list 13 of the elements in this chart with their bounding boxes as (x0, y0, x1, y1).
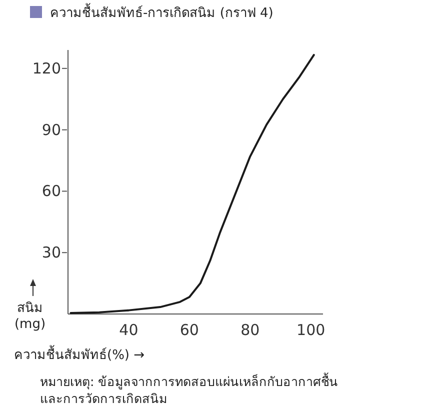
x-tick-label: 60 (180, 321, 199, 339)
y-axis-title: สนิม (mg) (14, 301, 46, 332)
line-series (70, 54, 315, 314)
y-tick-label: 90 (42, 120, 61, 139)
y-tick-label: 120 (32, 59, 61, 78)
x-tick-label: 100 (296, 321, 326, 339)
chart-title: ความชื้นสัมพัทธ์-การเกิดสนิม (กราฟ 4) (50, 3, 274, 21)
x-tick-label: 40 (119, 321, 138, 339)
x-axis-title: ความชื้นสัมพัทธ์(%) → (14, 345, 145, 363)
text: หมายเหตุ: ข้อมูลจากการทดสอบแผ่นเหล็กกับอากาศชื้น และการวัดการเกิดสนิม (40, 372, 338, 406)
y-tick-label: 60 (42, 182, 61, 200)
y-tick-label: 30 (42, 244, 61, 262)
x-tick-label: 80 (240, 321, 260, 339)
